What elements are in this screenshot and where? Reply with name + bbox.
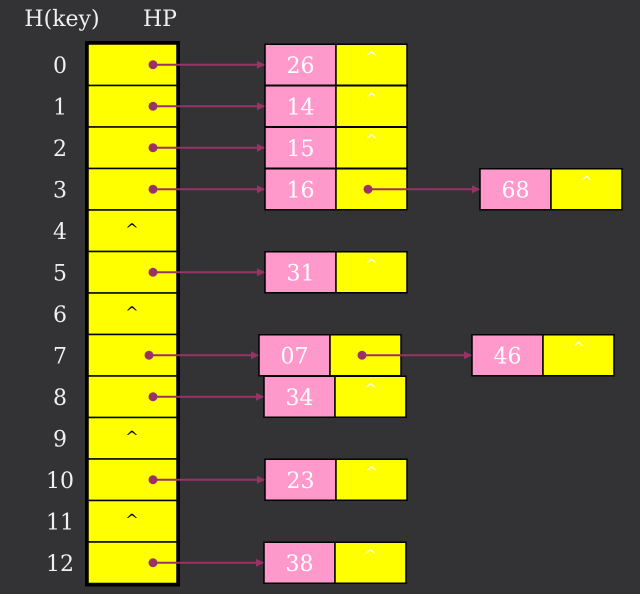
null-pointer-symbol: ^	[125, 303, 138, 322]
null-pointer-symbol: ^	[365, 131, 378, 150]
bucket-table-border	[85, 41, 180, 587]
null-pointer-symbol: ^	[364, 546, 377, 565]
chain-node: 23 ^	[264, 458, 408, 501]
node-key-field	[479, 168, 552, 211]
node-pointer-field	[335, 43, 408, 86]
node-key-value: 46	[494, 344, 522, 369]
null-pointer-symbol: ^	[572, 338, 585, 357]
node-key-value: 38	[286, 552, 314, 577]
node-key-value: 07	[281, 344, 309, 369]
bucket-index-label: 0	[53, 54, 67, 79]
node-key-value: 23	[287, 469, 315, 494]
null-pointer-symbol: ^	[365, 463, 378, 482]
chain-node: 31 ^	[264, 251, 408, 294]
node-pointer-field	[550, 168, 623, 211]
node-key-value: 16	[287, 178, 315, 203]
null-pointer-symbol: ^	[125, 220, 138, 239]
node-pointer-field	[334, 375, 407, 418]
bucket-index-label: 8	[53, 386, 67, 411]
bucket-index-label: 10	[46, 469, 74, 494]
chain-node: 68 ^	[479, 168, 623, 211]
bucket-slot	[87, 499, 178, 543]
bucket-index-label: 3	[53, 178, 67, 203]
node-key-field	[264, 458, 337, 501]
node-key-value: 26	[287, 54, 315, 79]
bucket-index-label: 2	[53, 137, 67, 162]
node-pointer-field	[335, 251, 408, 294]
null-pointer-symbol: ^	[125, 427, 138, 446]
node-key-value: 68	[502, 178, 530, 203]
node-key-value: 15	[287, 137, 315, 162]
bucket-index-label: 12	[46, 552, 74, 577]
chain-node: 46 ^	[471, 334, 615, 377]
node-key-field	[264, 85, 337, 128]
chain-node: 14 ^	[264, 85, 408, 128]
node-key-field	[258, 334, 331, 377]
bucket-index-label: 1	[53, 95, 67, 120]
pointer-arrows	[144, 60, 480, 568]
null-pointer-symbol: ^	[125, 510, 138, 529]
null-pointer-symbol: ^	[580, 172, 593, 191]
bucket-slot	[87, 292, 178, 336]
node-pointer-field	[335, 458, 408, 501]
bucket-index-label: 7	[53, 344, 67, 369]
node-key-value: 34	[286, 386, 314, 411]
node-key-field	[264, 168, 337, 211]
bucket-index-label: 9	[53, 427, 67, 452]
node-pointer-field	[335, 85, 408, 128]
node-key-value: 31	[287, 261, 315, 286]
node-key-field	[471, 334, 544, 377]
null-pointer-symbol: ^	[365, 255, 378, 274]
bucket-index-label: 11	[46, 510, 74, 535]
chain-node: 38 ^	[263, 541, 407, 584]
node-key-field	[263, 375, 336, 418]
null-pointer-symbol: ^	[365, 89, 378, 108]
chain-nodes: 26 ^ 14 ^ 15 ^ 16 68 ^ 31 ^ 07 46 ^ 34 ^ 23 ^ 38 ^	[258, 43, 623, 584]
chain-node: 34 ^	[263, 375, 407, 418]
table-column-header: HP	[143, 7, 177, 32]
node-key-field	[264, 251, 337, 294]
bucket-index-label: 5	[53, 261, 67, 286]
node-pointer-field	[334, 541, 407, 584]
bucket-slot	[87, 333, 178, 377]
chain-node: 26 ^	[264, 43, 408, 86]
null-pointer-symbol: ^	[365, 48, 378, 67]
node-pointer-field	[542, 334, 615, 377]
bucket-index-label: 6	[53, 303, 67, 328]
bucket-index-label: 4	[53, 220, 67, 245]
node-key-field	[263, 541, 336, 584]
node-key-value: 14	[287, 95, 315, 120]
chain-node: 15 ^	[264, 126, 408, 169]
null-pointer-symbol: ^	[364, 380, 377, 399]
key-column-header: H(key)	[24, 7, 99, 32]
